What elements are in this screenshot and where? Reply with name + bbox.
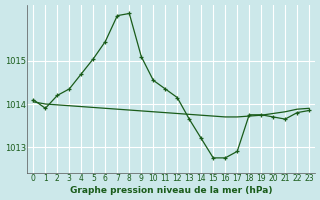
X-axis label: Graphe pression niveau de la mer (hPa): Graphe pression niveau de la mer (hPa) [70,186,273,195]
